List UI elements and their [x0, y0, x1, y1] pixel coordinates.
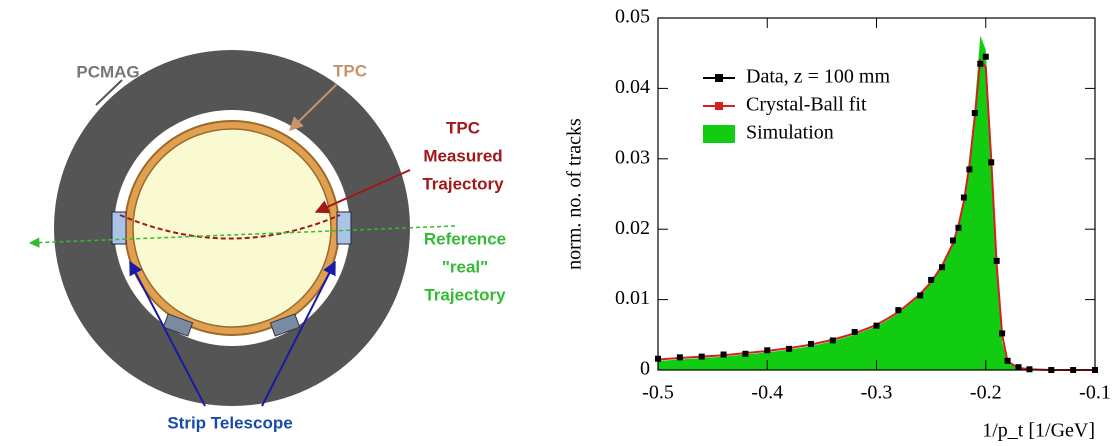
data-point [982, 53, 989, 60]
y-tick-label: 0.01 [615, 287, 650, 309]
data-point [928, 276, 935, 283]
reference-label: Reference [424, 229, 506, 248]
data-point [742, 350, 749, 357]
tpc-label: TPC [333, 61, 367, 80]
strip-telescope [336, 211, 352, 245]
magnet-label: PCMAG [76, 62, 139, 81]
y-axis-label: norm. no. of tracks [564, 118, 586, 270]
data-point [829, 337, 836, 344]
x-tick-label: -0.4 [751, 382, 783, 404]
data-point [988, 159, 995, 166]
data-point [851, 328, 858, 335]
data-point [895, 307, 902, 314]
data-point [873, 322, 880, 329]
data-point [993, 257, 1000, 264]
legend-marker [715, 102, 723, 110]
x-tick-label: -0.2 [970, 382, 1002, 404]
data-point [999, 330, 1006, 337]
telescope-label: Strip Telescope [167, 413, 292, 432]
data-point [917, 292, 924, 299]
data-point [720, 351, 727, 358]
y-tick-label: 0.04 [615, 76, 650, 98]
measured-trajectory [119, 214, 341, 240]
data-point [949, 237, 956, 244]
magnet-pointer [95, 79, 123, 106]
x-tick-label: -0.1 [1079, 382, 1111, 404]
x-axis-label: 1/p_t [1/GeV] [982, 420, 1095, 442]
data-point [676, 354, 683, 361]
y-tick-label: 0.05 [615, 6, 650, 28]
telescope-pointer [261, 260, 336, 407]
data-point [807, 340, 814, 347]
tpc-pointer [288, 83, 338, 131]
data-point [966, 166, 973, 173]
data-point [960, 194, 967, 201]
data-point [1015, 364, 1022, 371]
tpc-volume [132, 128, 332, 328]
reference-label: Trajectory [424, 285, 506, 304]
detector-diagram: PCMAG TPC TPC Measured Trajectory Refere… [28, 50, 506, 432]
x-tick-label: -0.5 [642, 382, 674, 404]
reference-trajectory [28, 225, 456, 248]
y-tick-label: 0 [640, 358, 650, 380]
pad [162, 313, 194, 337]
telescope-pointer [129, 260, 206, 407]
x-tick-label: -0.3 [861, 382, 893, 404]
measured-pointer [314, 169, 411, 214]
data-point [971, 110, 978, 117]
data-point [939, 264, 946, 271]
data-point [1026, 366, 1033, 373]
data-point [786, 345, 793, 352]
measured-label: Trajectory [422, 174, 504, 193]
data-point [764, 347, 771, 354]
data-point [1004, 357, 1011, 364]
data-point [955, 224, 962, 231]
pad [269, 313, 301, 337]
chart: norm. no. of tracks 1/p_t [1/GeV] 0 0.01 0… [564, 6, 1111, 442]
reference-label: "real" [442, 257, 488, 276]
data-point [698, 353, 705, 360]
y-tick-label: 0.02 [615, 217, 650, 239]
simulation-area [658, 35, 1095, 370]
legend-label: Simulation [746, 122, 834, 144]
legend-label: Crystal-Ball fit [746, 94, 867, 116]
legend-marker [715, 74, 723, 82]
y-tick-label: 0.03 [615, 146, 650, 168]
data-point [977, 60, 984, 67]
legend-swatch [703, 125, 735, 143]
strip-telescope [111, 211, 127, 245]
legend-label: Data, z = 100 mm [746, 66, 890, 88]
measured-label: Measured [423, 146, 502, 165]
measured-label: TPC [446, 118, 480, 137]
